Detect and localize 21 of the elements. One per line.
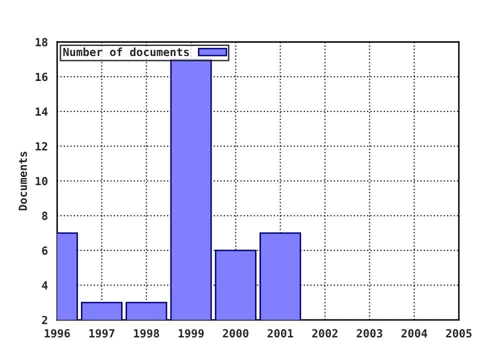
x-tick-label: 2001 [268, 329, 294, 338]
legend-label: Number of documents [63, 48, 189, 56]
y-tick-label: 18 [36, 38, 48, 46]
x-tick-label: 2004 [401, 329, 428, 338]
x-tick-label: 2003 [356, 329, 382, 338]
x-tick-label: 1998 [134, 329, 160, 338]
y-tick-label: 12 [36, 142, 48, 150]
y-tick-label: 6 [42, 246, 48, 255]
y-tick-label: 4 [42, 281, 48, 290]
y-axis-title: Documents [18, 152, 28, 210]
x-tick-label: 1996 [44, 329, 70, 338]
x-tick-label: 2005 [446, 329, 472, 338]
y-tick-label: 14 [36, 108, 48, 116]
x-tick-label: 2002 [312, 329, 338, 338]
x-tick-label: 2000 [222, 329, 248, 338]
x-tick-label: 1999 [178, 329, 204, 338]
y-tick-label: 2 [42, 316, 48, 324]
y-tick-label: 10 [36, 176, 48, 186]
y-tick-label: 16 [36, 72, 48, 82]
x-tick-label: 1997 [89, 329, 114, 338]
y-tick-label: 8 [42, 212, 48, 220]
